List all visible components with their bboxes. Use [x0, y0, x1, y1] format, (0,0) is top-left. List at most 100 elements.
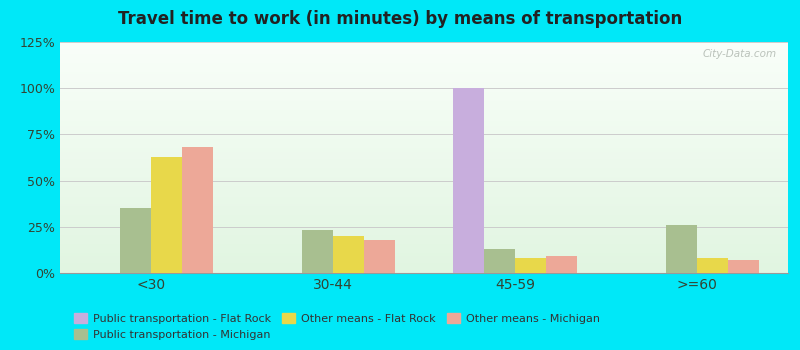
Bar	[60, 193, 788, 195]
Bar	[60, 241, 788, 242]
Bar	[60, 224, 788, 226]
Bar	[60, 93, 788, 94]
Bar	[60, 111, 788, 112]
Bar	[60, 87, 788, 88]
Bar	[60, 155, 788, 156]
Bar	[60, 203, 788, 204]
Bar	[60, 177, 788, 178]
Bar	[60, 89, 788, 91]
Bar	[60, 146, 788, 147]
Bar	[60, 94, 788, 95]
Bar	[60, 78, 788, 79]
Bar	[60, 252, 788, 253]
Bar	[151, 156, 182, 273]
Bar	[60, 71, 788, 72]
Bar	[60, 234, 788, 235]
Bar	[60, 140, 788, 141]
Bar	[60, 95, 788, 96]
Bar	[546, 256, 577, 273]
Bar	[60, 57, 788, 58]
Bar	[60, 174, 788, 175]
Bar	[60, 186, 788, 188]
Bar	[60, 127, 788, 129]
Bar	[484, 249, 515, 273]
Bar	[60, 211, 788, 212]
Bar	[60, 266, 788, 267]
Bar	[60, 84, 788, 85]
Bar	[60, 237, 788, 238]
Bar	[60, 181, 788, 182]
Bar	[60, 196, 788, 197]
Bar	[60, 132, 788, 133]
Bar	[60, 158, 788, 159]
Text: Travel time to work (in minutes) by means of transportation: Travel time to work (in minutes) by mean…	[118, 10, 682, 28]
Bar	[60, 169, 788, 170]
Bar	[60, 134, 788, 135]
Bar	[60, 219, 788, 220]
Bar	[666, 225, 697, 273]
Bar	[60, 245, 788, 246]
Bar	[60, 141, 788, 142]
Bar	[60, 133, 788, 134]
Bar	[60, 88, 788, 89]
Bar	[60, 149, 788, 150]
Bar	[60, 236, 788, 237]
Bar	[60, 168, 788, 169]
Bar	[60, 215, 788, 216]
Bar	[515, 258, 546, 273]
Bar	[333, 236, 364, 273]
Bar	[60, 104, 788, 106]
Bar	[60, 47, 788, 48]
Bar	[60, 106, 788, 107]
Bar	[60, 199, 788, 200]
Bar	[60, 117, 788, 118]
Bar	[60, 48, 788, 49]
Bar	[60, 54, 788, 55]
Bar	[60, 207, 788, 208]
Text: City-Data.com: City-Data.com	[703, 49, 777, 59]
Bar	[60, 208, 788, 209]
Bar	[60, 108, 788, 109]
Bar	[60, 175, 788, 176]
Bar	[728, 260, 759, 273]
Bar	[60, 230, 788, 231]
Bar	[60, 206, 788, 207]
Bar	[60, 249, 788, 250]
Bar	[60, 259, 788, 260]
Bar	[60, 268, 788, 270]
Bar	[60, 156, 788, 158]
Bar	[60, 58, 788, 59]
Bar	[60, 91, 788, 92]
Bar	[60, 92, 788, 93]
Bar	[60, 257, 788, 258]
Bar	[60, 180, 788, 181]
Bar	[60, 68, 788, 69]
Bar	[60, 118, 788, 119]
Bar	[60, 258, 788, 259]
Bar	[60, 63, 788, 64]
Bar	[60, 76, 788, 77]
Bar	[60, 50, 788, 51]
Bar	[60, 185, 788, 186]
Bar	[60, 167, 788, 168]
Bar	[60, 223, 788, 224]
Bar	[60, 200, 788, 201]
Bar	[60, 148, 788, 149]
Bar	[60, 131, 788, 132]
Bar	[60, 77, 788, 78]
Bar	[60, 192, 788, 193]
Bar	[60, 81, 788, 82]
Bar	[60, 239, 788, 241]
Bar	[60, 189, 788, 190]
Bar	[60, 221, 788, 222]
Bar	[60, 86, 788, 87]
Bar	[60, 61, 788, 62]
Bar	[60, 142, 788, 144]
Bar	[60, 267, 788, 268]
Bar	[60, 126, 788, 127]
Bar	[60, 220, 788, 221]
Bar	[60, 272, 788, 273]
Bar	[60, 115, 788, 116]
Bar	[120, 208, 151, 273]
Bar	[60, 99, 788, 100]
